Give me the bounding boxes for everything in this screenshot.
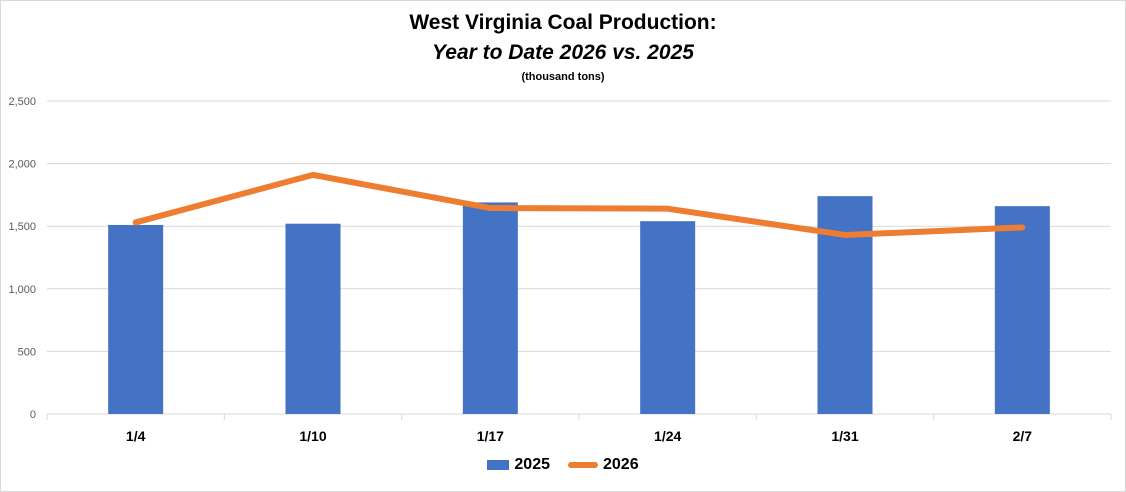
legend-label-2026: 2026	[603, 456, 639, 473]
line-2026	[132, 171, 1026, 238]
chart-units: (thousand tons)	[521, 71, 605, 83]
legend-swatch-2026	[568, 462, 598, 468]
chart-title: West Virginia Coal Production:	[409, 11, 717, 34]
legend: 2025 2026	[0, 456, 1126, 474]
bar-2025	[994, 206, 1050, 414]
x-tick-label: 1/17	[477, 428, 504, 444]
x-tick-label: 1/31	[831, 428, 858, 444]
x-tick-label: 2/7	[1013, 428, 1033, 444]
bar-2025	[108, 224, 164, 414]
y-tick-label: 2,000	[8, 159, 36, 171]
legend-label-2025: 2025	[514, 456, 550, 473]
y-tick-label: 0	[30, 409, 36, 421]
y-tick-label: 500	[18, 346, 36, 358]
x-tick-label: 1/24	[654, 428, 681, 444]
legend-item-2026: 2026	[568, 456, 639, 474]
bar-2025	[285, 223, 341, 414]
y-tick-label: 1,500	[8, 221, 36, 233]
legend-item-2025: 2025	[487, 456, 550, 474]
chart-subtitle: Year to Date 2026 vs. 2025	[432, 41, 694, 64]
bar-2025	[817, 196, 873, 414]
legend-swatch-2025	[487, 460, 510, 470]
x-tick-label: 1/10	[299, 428, 326, 444]
bar-2025	[462, 202, 518, 414]
y-tick-label: 1,000	[8, 284, 36, 296]
bar-2025	[640, 221, 696, 414]
x-tick-label: 1/4	[126, 428, 146, 444]
y-tick-label: 2,500	[8, 96, 36, 108]
